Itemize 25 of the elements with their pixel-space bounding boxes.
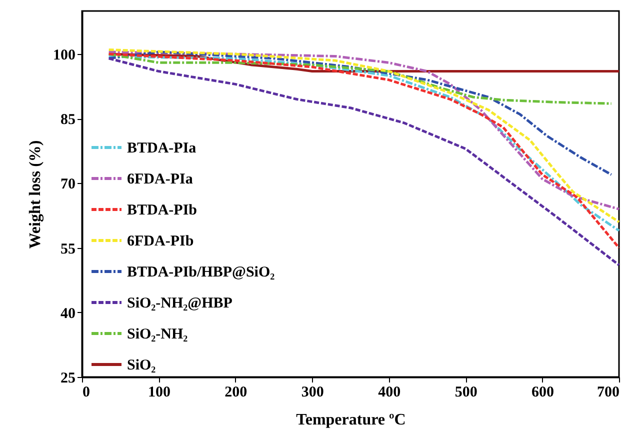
x-tick-label: 500 <box>454 384 478 400</box>
y-tick-label: 40 <box>60 306 76 322</box>
legend-label: SiO₂-NH₂ <box>127 326 188 342</box>
legend-label: 6FDA-PIa <box>127 172 194 188</box>
y-axis-title: Weight loss (%) <box>27 140 44 249</box>
x-tick-label: 300 <box>301 384 324 400</box>
legend-label: 6FDA-PIb <box>127 234 194 250</box>
x-axis-title: Temperature ºC <box>296 412 406 428</box>
y-tick-label: 85 <box>60 112 76 128</box>
y-tick-label: 55 <box>60 241 76 258</box>
y-tick-label: 70 <box>60 176 76 193</box>
y-tick-label: 25 <box>60 370 76 386</box>
x-tick-label: 700 <box>597 384 620 400</box>
y-tick-label: 100 <box>53 48 76 64</box>
legend-label: SiO₂ <box>127 358 156 374</box>
x-tick-label: 600 <box>532 384 554 400</box>
x-tick-label: 100 <box>148 384 170 400</box>
x-tick-label: 200 <box>224 384 248 400</box>
legend-label: BTDA-PIb <box>127 202 198 218</box>
legend-label: SiO₂-NH₂@HBP <box>127 296 232 312</box>
x-tick-label: 0 <box>82 384 90 400</box>
legend-label: BTDA-PIb/HBP@SiO₂ <box>127 264 276 280</box>
legend-label: BTDA-PIa <box>127 140 197 156</box>
line-series <box>108 52 613 105</box>
x-tick-label: 400 <box>378 384 401 400</box>
